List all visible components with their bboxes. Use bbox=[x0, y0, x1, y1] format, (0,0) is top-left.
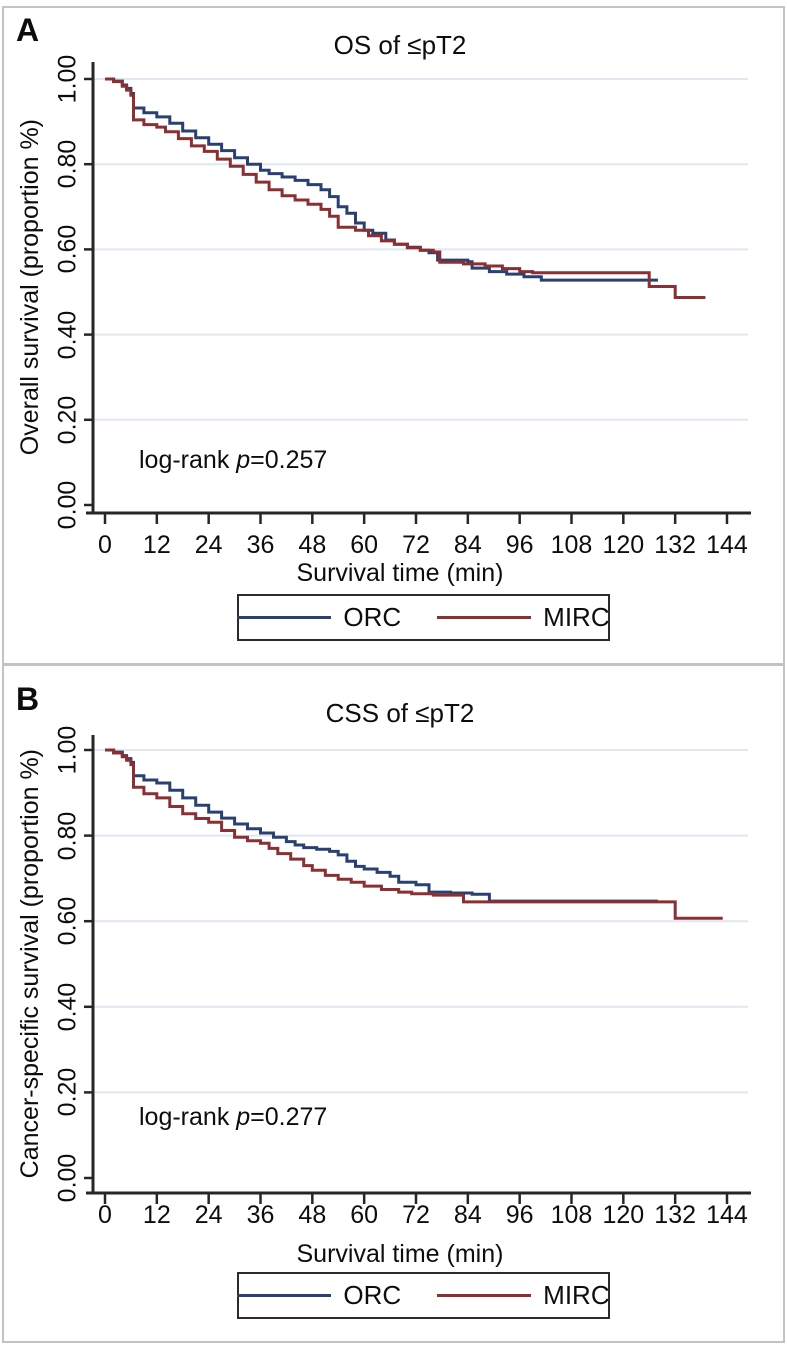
y-tick-label: 0.00 bbox=[53, 1153, 82, 1203]
y-axis-title-os: Overall survival (proportion %) bbox=[12, 62, 48, 513]
legend-label-mirc: MIRC bbox=[543, 1280, 610, 1310]
orc-survival-curve bbox=[105, 77, 658, 282]
x-tick-label: 120 bbox=[602, 1201, 645, 1229]
annotation-value: =0.257 bbox=[250, 446, 328, 474]
legend-item-orc: ORC bbox=[237, 602, 401, 633]
x-tick-label: 132 bbox=[654, 1201, 697, 1229]
mirc-line-swatch bbox=[437, 616, 532, 619]
legend-item-orc: ORC bbox=[237, 1280, 401, 1311]
y-tick-label: 0.20 bbox=[53, 1068, 82, 1117]
km-plot-os bbox=[84, 62, 751, 524]
x-tick-label: 84 bbox=[453, 531, 482, 559]
orc-line-swatch bbox=[237, 1294, 332, 1297]
x-tick-label: 72 bbox=[402, 1201, 430, 1229]
x-tick-label: 60 bbox=[350, 531, 379, 559]
y-tick-label: 0.40 bbox=[53, 982, 82, 1032]
x-tick-label: 0 bbox=[98, 1201, 112, 1229]
mirc-survival-curve bbox=[105, 77, 706, 299]
log-rank-annotation: log-rank p=0.277 bbox=[139, 1103, 327, 1132]
x-tick-label: 120 bbox=[602, 531, 645, 559]
panel-b: B CSS of ≤pT2 Cancer-specific survival (… bbox=[0, 665, 787, 1345]
mirc-line-swatch bbox=[437, 1294, 532, 1297]
x-tick-label: 108 bbox=[550, 1201, 593, 1229]
mirc-survival-curve bbox=[105, 748, 723, 920]
x-tick-label: 36 bbox=[246, 1201, 275, 1229]
x-tick-label: 96 bbox=[505, 1201, 534, 1229]
x-tick-label: 108 bbox=[550, 531, 593, 559]
x-axis-title: Survival time (min) bbox=[296, 1240, 504, 1268]
x-tick-label: 144 bbox=[706, 1201, 748, 1229]
annotation-prefix: log-rank bbox=[139, 1103, 237, 1131]
x-tick-label: 0 bbox=[98, 531, 112, 559]
chart-title-css: CSS of ≤pT2 bbox=[325, 698, 475, 728]
legend: ORC MIRC bbox=[237, 1272, 610, 1319]
legend-item-mirc: MIRC bbox=[437, 602, 610, 633]
x-tick-label: 48 bbox=[298, 531, 327, 559]
orc-survival-curve bbox=[105, 748, 658, 903]
legend: ORC MIRC bbox=[237, 594, 610, 641]
annotation-p: p bbox=[236, 1103, 251, 1131]
orc-line-swatch bbox=[237, 616, 332, 619]
x-tick-label: 24 bbox=[194, 531, 223, 559]
annotation-prefix: log-rank bbox=[139, 446, 237, 474]
x-tick-label: 96 bbox=[505, 531, 534, 559]
x-tick-label: 132 bbox=[654, 531, 697, 559]
y-axis-title-text: Overall survival (proportion %) bbox=[15, 119, 44, 456]
y-tick-label: 1.00 bbox=[53, 54, 82, 104]
panel-a: A OS of ≤pT2 Overall survival (proportio… bbox=[0, 0, 787, 665]
legend-item-mirc: MIRC bbox=[437, 1280, 610, 1311]
x-tick-label: 24 bbox=[194, 1201, 223, 1229]
y-tick-label: 0.40 bbox=[53, 310, 82, 359]
y-axis-title-css: Cancer-specific survival (proportion %) bbox=[12, 735, 48, 1193]
y-tick-label: 0.60 bbox=[53, 896, 82, 946]
x-tick-label: 72 bbox=[402, 531, 430, 559]
y-tick-label: 0.00 bbox=[53, 480, 82, 530]
annotation-value: =0.277 bbox=[250, 1103, 328, 1131]
chart-title-os: OS of ≤pT2 bbox=[333, 30, 467, 60]
x-axis-title: Survival time (min) bbox=[296, 559, 504, 587]
y-tick-label: 0.20 bbox=[53, 395, 82, 445]
legend-label-orc: ORC bbox=[343, 1280, 402, 1310]
y-tick-label: 1.00 bbox=[53, 725, 82, 775]
x-tick-label: 48 bbox=[298, 1201, 327, 1229]
y-tick-label: 0.60 bbox=[53, 225, 82, 274]
legend-label-orc: ORC bbox=[343, 602, 402, 632]
panel-divider bbox=[2, 663, 785, 666]
x-tick-label: 60 bbox=[350, 1201, 379, 1229]
x-tick-label: 36 bbox=[246, 531, 275, 559]
x-tick-label: 12 bbox=[142, 531, 171, 559]
y-tick-label: 0.80 bbox=[53, 811, 82, 860]
x-tick-label: 144 bbox=[706, 531, 748, 559]
panel-a-letter: A bbox=[16, 12, 41, 48]
y-axis-title-text: Cancer-specific survival (proportion %) bbox=[15, 749, 44, 1179]
panel-b-letter: B bbox=[16, 681, 41, 717]
x-tick-label: 84 bbox=[453, 1201, 482, 1229]
x-tick-label: 12 bbox=[142, 1201, 171, 1229]
log-rank-annotation: log-rank p=0.257 bbox=[139, 446, 327, 475]
y-tick-label: 0.80 bbox=[53, 139, 82, 189]
legend-label-mirc: MIRC bbox=[543, 602, 610, 632]
km-plot-css bbox=[84, 735, 751, 1204]
annotation-p: p bbox=[236, 446, 251, 474]
